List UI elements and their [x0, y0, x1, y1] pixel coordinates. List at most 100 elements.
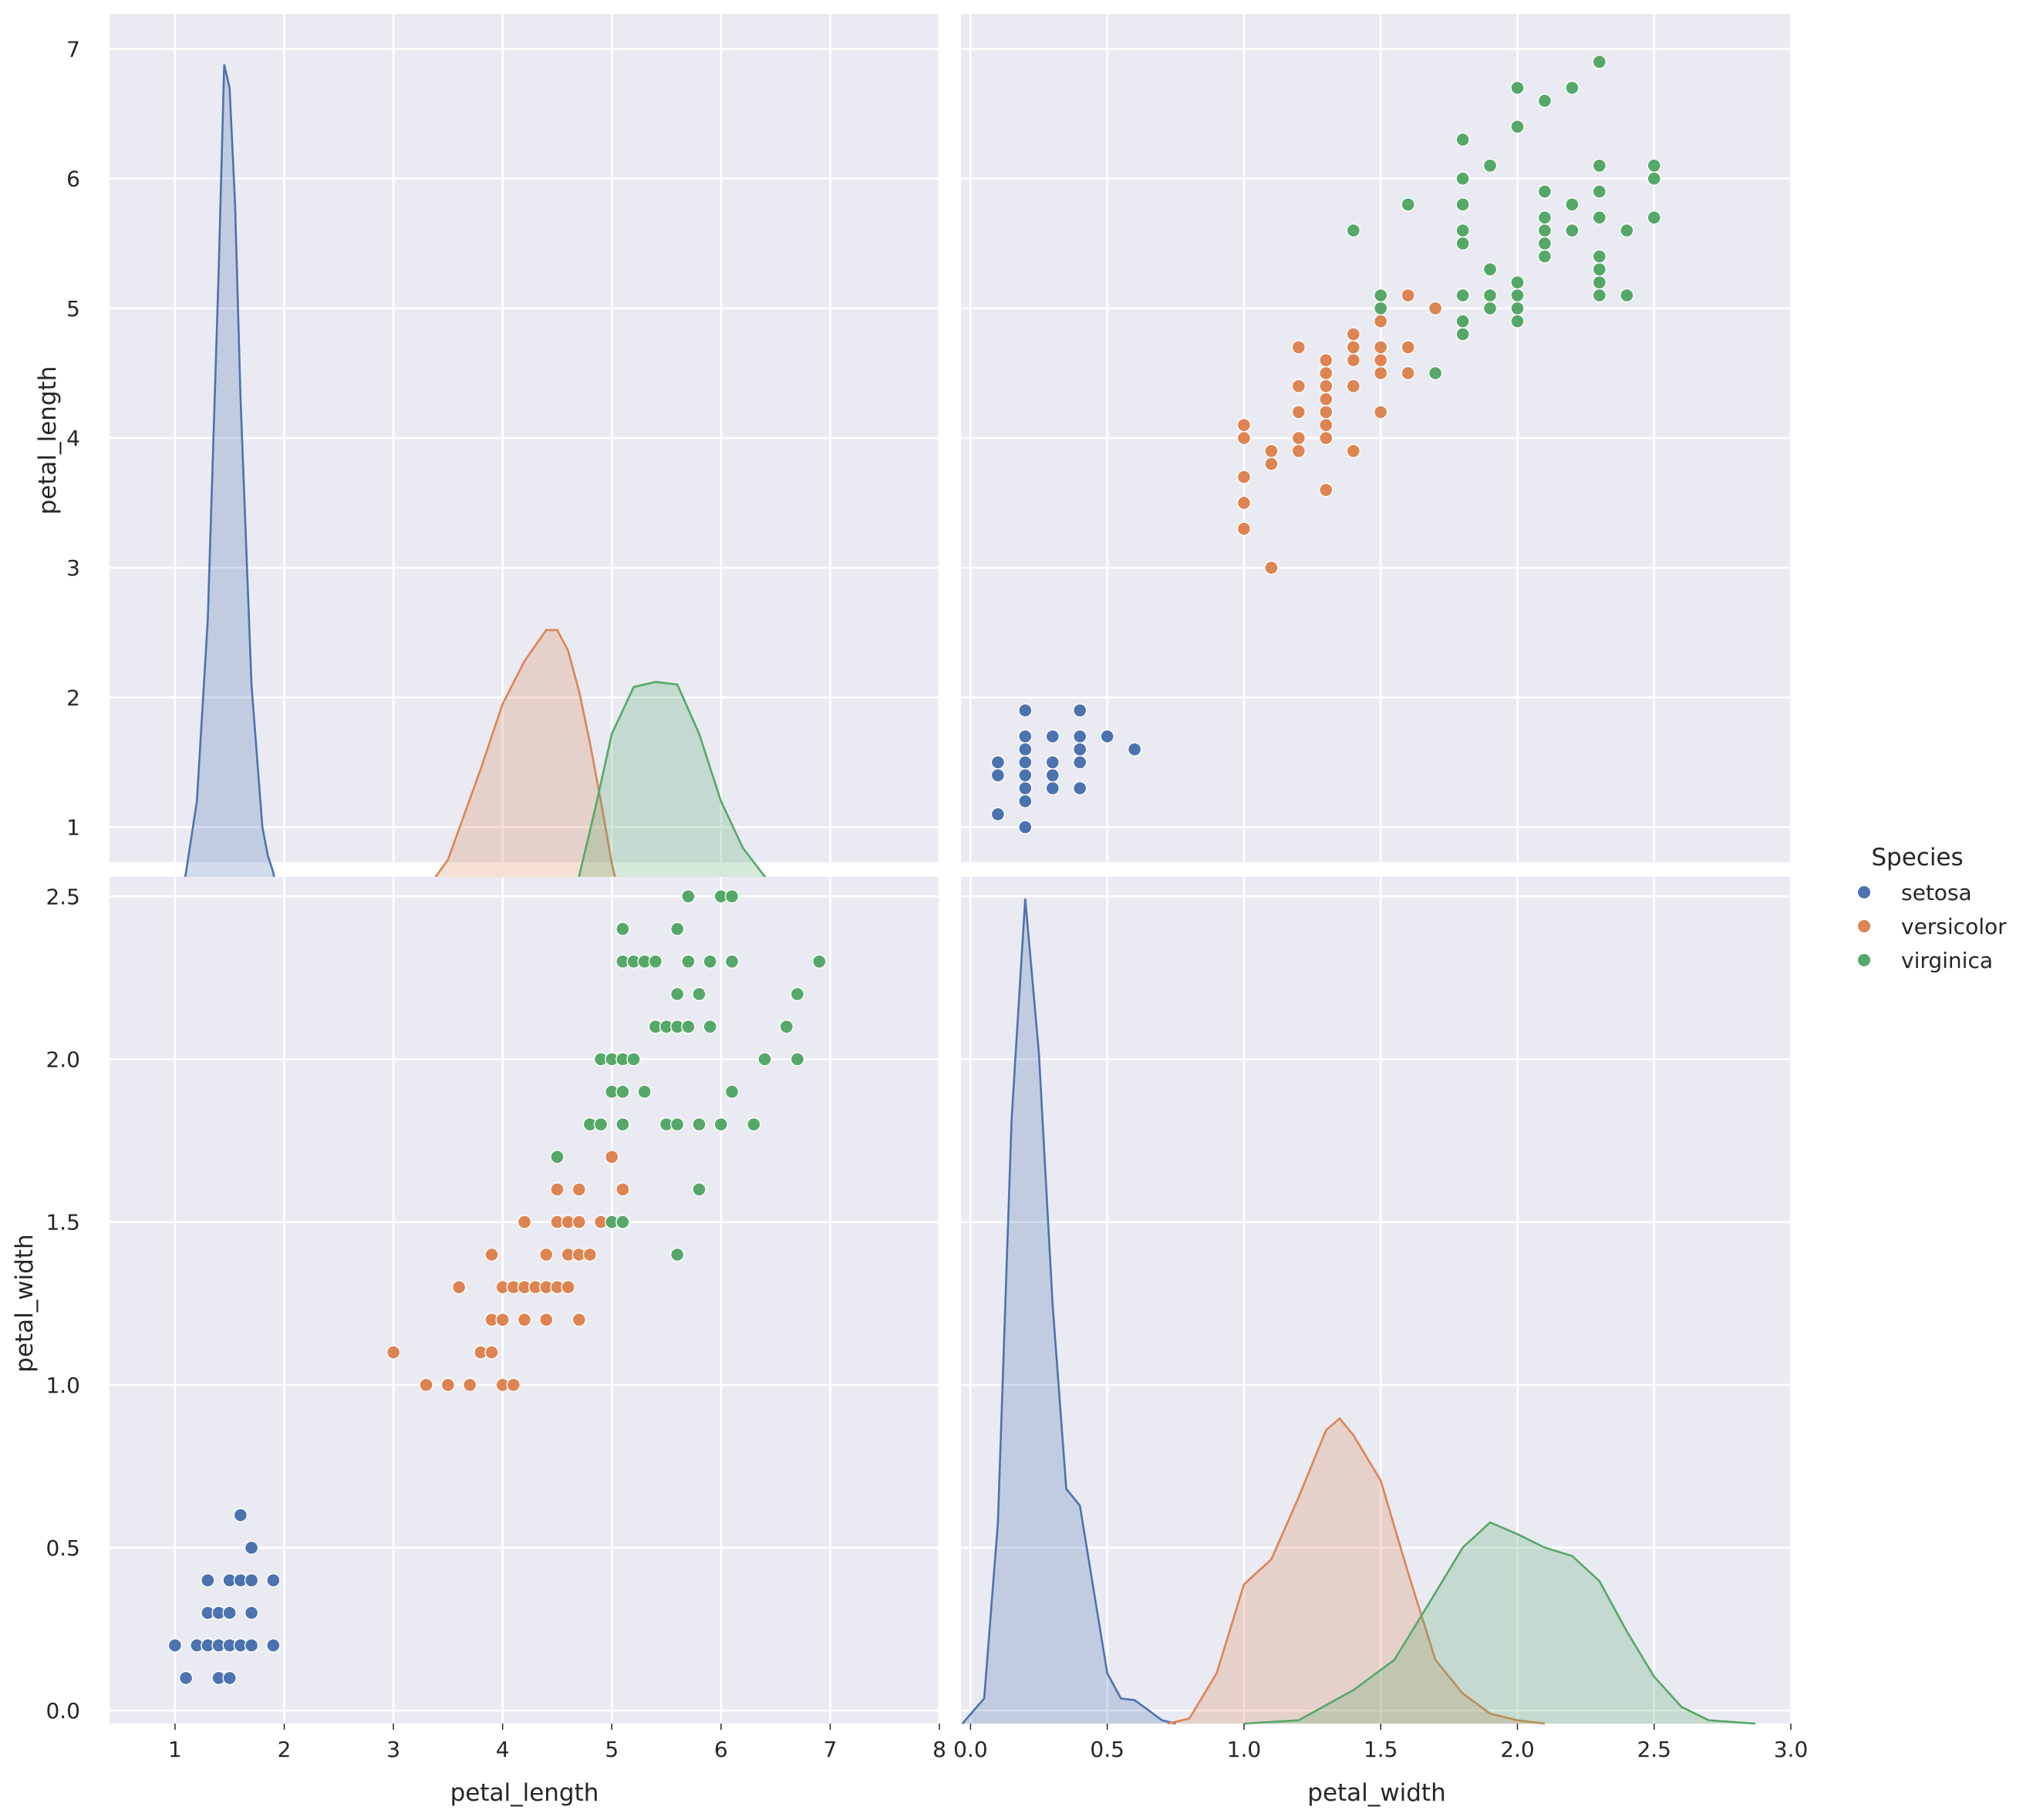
y-tick-label: 0.5	[46, 1535, 80, 1561]
point-versicolor	[1319, 405, 1333, 420]
point-virginica	[615, 922, 630, 936]
legend-marker-setosa	[1858, 886, 1870, 898]
point-versicolor	[615, 1182, 630, 1197]
x-tick-label: 6	[714, 1737, 728, 1762]
point-versicolor	[1319, 418, 1333, 433]
y-tick-label: 1.0	[46, 1373, 80, 1398]
y-tick-label: 6	[66, 167, 80, 192]
point-versicolor	[1236, 470, 1252, 484]
point-virginica	[757, 1052, 772, 1067]
point-virginica	[1510, 275, 1525, 290]
point-setosa	[1045, 729, 1060, 744]
y-tick-label: 0.0	[46, 1698, 80, 1724]
point-virginica	[1346, 223, 1361, 238]
point-virginica	[670, 1247, 685, 1262]
point-setosa	[1018, 794, 1033, 809]
point-versicolor	[1236, 430, 1252, 446]
x-tick-label: 3.0	[1774, 1737, 1809, 1762]
point-virginica	[1647, 158, 1661, 174]
point-versicolor	[440, 1377, 456, 1393]
point-virginica	[1592, 275, 1607, 290]
x-tick-label: 0.0	[953, 1737, 988, 1762]
point-setosa	[1018, 729, 1033, 744]
kde-line-virginica	[1243, 1521, 1755, 1725]
point-virginica	[1510, 288, 1525, 303]
point-virginica	[670, 922, 685, 936]
point-versicolor	[1346, 352, 1361, 368]
point-versicolor	[463, 1377, 477, 1393]
point-setosa	[1045, 780, 1060, 796]
kde-area-versicolor	[322, 629, 689, 957]
point-virginica	[1592, 184, 1607, 199]
point-virginica	[1537, 223, 1553, 238]
point-virginica	[1510, 301, 1525, 315]
point-virginica	[1482, 262, 1498, 277]
point-setosa	[178, 1670, 194, 1686]
legend: Species setosa versicolor virginica	[1858, 844, 2007, 973]
y-tick-label: 1	[66, 815, 80, 841]
point-versicolor	[550, 1182, 565, 1197]
point-virginica	[1455, 236, 1470, 251]
point-versicolor	[484, 1345, 499, 1360]
kde-area-setosa	[153, 64, 301, 957]
point-virginica	[1565, 80, 1580, 96]
point-setosa	[1072, 742, 1087, 757]
point-versicolor	[1319, 392, 1333, 406]
point-virginica	[1647, 210, 1661, 225]
point-virginica	[1401, 197, 1415, 212]
legend-title: Species	[1871, 844, 1963, 871]
x-tick-label: 5	[605, 1737, 619, 1762]
y-tick-label: 3	[66, 555, 80, 581]
point-setosa	[201, 1572, 215, 1588]
point-virginica	[1455, 197, 1470, 212]
y-axis-title-petal-length: petal_length	[34, 366, 62, 515]
point-virginica	[626, 1052, 641, 1067]
point-versicolor	[517, 1215, 532, 1229]
point-versicolor	[386, 1345, 401, 1360]
point-versicolor	[561, 1279, 575, 1295]
point-versicolor	[1291, 379, 1307, 393]
panel-petal-length-vs-petal-width: 1 2 3 4 5 6 7 8 0.0 0.5 1.0 1.5 2.0 2.5	[46, 877, 946, 1762]
legend-marker-versicolor	[1858, 920, 1870, 932]
point-virginica	[593, 1117, 609, 1132]
point-setosa	[244, 1606, 259, 1620]
point-versicolor	[419, 1377, 433, 1393]
panel-petal-width-kde: 0.0 0.5 1.0 1.5 2.0 2.5 3.0	[953, 877, 1808, 1762]
point-setosa	[1072, 755, 1087, 770]
point-versicolor	[1373, 340, 1388, 355]
point-virginica	[1455, 288, 1470, 303]
point-virginica	[1592, 54, 1607, 69]
point-setosa	[222, 1606, 237, 1620]
point-virginica	[1455, 171, 1470, 186]
point-versicolor	[1319, 483, 1333, 497]
point-setosa	[1072, 729, 1087, 744]
point-versicolor	[571, 1313, 586, 1327]
point-versicolor	[1236, 495, 1252, 511]
x-axis-title-petal-width: petal_width	[1307, 1779, 1445, 1807]
point-versicolor	[1319, 379, 1333, 393]
point-virginica	[1537, 184, 1553, 199]
point-setosa	[233, 1508, 248, 1522]
point-versicolor	[605, 1149, 619, 1164]
point-virginica	[1592, 288, 1607, 303]
x-tick-label: 3	[386, 1737, 400, 1762]
point-versicolor	[1236, 521, 1252, 536]
point-versicolor	[1319, 430, 1333, 446]
point-virginica	[1482, 301, 1498, 315]
point-virginica	[703, 954, 717, 969]
point-setosa	[1045, 755, 1060, 770]
point-virginica	[692, 986, 706, 1002]
legend-label-versicolor: versicolor	[1901, 914, 2007, 939]
point-virginica	[692, 1117, 706, 1132]
point-virginica	[681, 1020, 696, 1034]
point-virginica	[724, 1084, 740, 1099]
point-virginica	[1537, 93, 1553, 108]
point-versicolor	[1291, 405, 1307, 420]
point-virginica	[812, 954, 827, 969]
point-virginica	[1455, 132, 1470, 147]
point-setosa	[1018, 820, 1033, 834]
point-virginica	[1565, 197, 1580, 212]
point-virginica	[615, 1215, 630, 1229]
kde-area-virginica	[1243, 1522, 1755, 1724]
point-virginica	[747, 1117, 761, 1132]
